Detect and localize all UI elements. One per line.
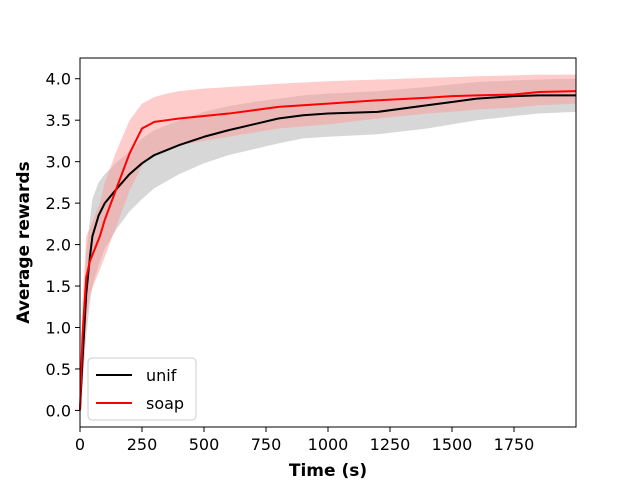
y-axis-ticks: 0.0 0.5 1.0 1.5 2.0 2.5 3.0 3.5 4.0 (46, 70, 80, 420)
legend-label-unif: unif (146, 366, 177, 385)
band-unif (80, 78, 576, 411)
x-tick-label: 500 (189, 435, 220, 454)
y-tick-label: 1.0 (46, 318, 71, 337)
x-axis-ticks: 0 250 500 750 1000 1250 1500 1750 (75, 427, 534, 454)
y-tick-label: 3.0 (46, 153, 71, 172)
series-lines (79, 90, 577, 411)
y-tick-label: 2.0 (46, 236, 71, 255)
x-tick-label: 1500 (432, 435, 473, 454)
legend-label-soap: soap (146, 394, 184, 413)
y-tick-label: 0.0 (46, 401, 71, 420)
x-tick-label: 1250 (370, 435, 411, 454)
x-tick-label: 250 (127, 435, 158, 454)
y-tick-label: 3.5 (46, 111, 71, 130)
x-tick-label: 0 (75, 435, 85, 454)
y-tick-label: 2.5 (46, 194, 71, 213)
y-tick-label: 0.5 (46, 360, 71, 379)
y-axis-title: Average rewards (14, 161, 34, 323)
y-tick-label: 4.0 (46, 70, 71, 89)
y-tick-label: 1.5 (46, 277, 71, 296)
x-tick-label: 1000 (308, 435, 349, 454)
line-unif (79, 94, 576, 411)
confidence-bands (80, 74, 576, 411)
x-tick-label: 1750 (494, 435, 535, 454)
legend-box (87, 357, 197, 421)
x-tick-label: 750 (251, 435, 282, 454)
line-soap (79, 90, 577, 411)
legend: unif soap (87, 357, 197, 421)
x-axis-title: Time (s) (289, 461, 367, 480)
